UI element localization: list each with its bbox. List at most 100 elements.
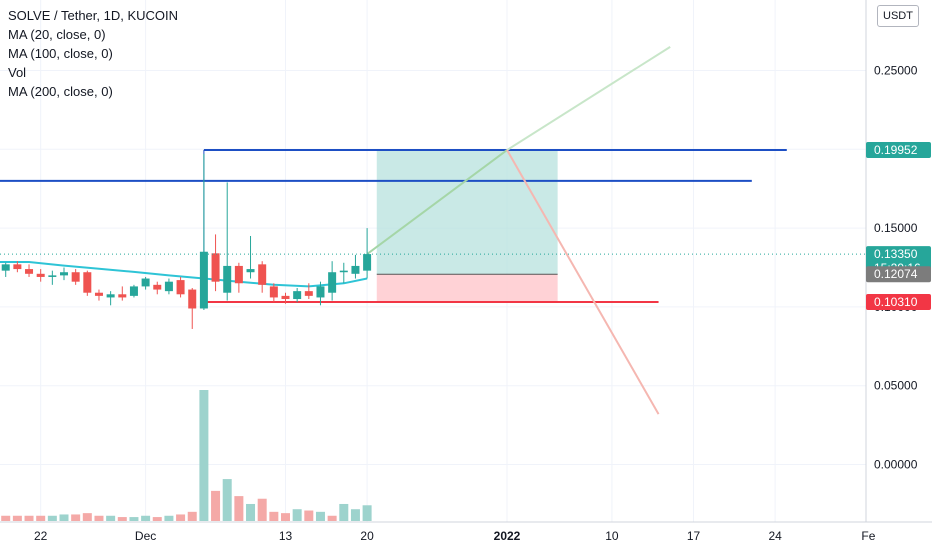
projection-line <box>506 46 671 151</box>
time-tick-label: 17 <box>687 529 701 543</box>
time-axis[interactable]: 22 Dec 13 20 2022 10 17 24 Fe <box>0 521 932 550</box>
volume-bar <box>315 511 325 521</box>
volume-bar <box>211 490 221 521</box>
projection-line <box>506 149 660 415</box>
volume-bar <box>327 515 337 521</box>
volume-bar <box>12 515 22 521</box>
price-label-bg <box>866 142 931 159</box>
candle-body <box>269 286 278 298</box>
volume-bar <box>187 511 197 521</box>
volume-bar <box>82 513 92 521</box>
candle-body <box>246 269 255 273</box>
candle-body <box>293 291 302 300</box>
time-tick-label: Dec <box>135 529 156 543</box>
candle-body <box>199 251 208 309</box>
time-tick-label: 2022 <box>494 529 521 543</box>
candle-body <box>211 253 220 282</box>
legend-vol[interactable]: Vol <box>8 65 27 80</box>
candle-body <box>36 273 45 277</box>
candle-body <box>339 270 348 273</box>
loss-zone <box>376 274 558 303</box>
price-tick-label: 0.00000 <box>874 458 918 472</box>
position-zones <box>376 150 558 303</box>
price-tick-label: 0.15000 <box>874 221 918 235</box>
candle-body <box>129 286 138 296</box>
candle-body <box>118 294 127 298</box>
volume-bar <box>257 498 267 521</box>
volume-bar <box>362 505 372 521</box>
candle-body <box>281 295 290 300</box>
candle-body <box>153 284 162 290</box>
volume-bar <box>304 510 314 521</box>
candle-body <box>48 275 57 277</box>
volume-bar <box>222 479 232 521</box>
legend-ma200[interactable]: MA (200, close, 0) <box>8 84 113 99</box>
candle-body <box>316 286 325 298</box>
volume-bar <box>269 511 279 521</box>
candle-body <box>164 281 173 292</box>
volume-bar <box>47 515 57 521</box>
candle-body <box>234 265 243 284</box>
legend-ma100[interactable]: MA (100, close, 0) <box>8 46 113 61</box>
volume-bar <box>152 517 162 521</box>
candle-body <box>71 272 80 282</box>
currency-button[interactable]: USDT <box>877 5 919 27</box>
price-label-text: 0.10310 <box>874 295 918 309</box>
moving-average <box>0 261 368 288</box>
candle-body <box>304 291 313 296</box>
candle-body <box>25 269 34 274</box>
volume-bar <box>281 513 290 521</box>
volume-bar <box>24 515 34 521</box>
volume-bar <box>164 515 174 521</box>
candles <box>1 154 372 329</box>
time-tick-label: 10 <box>605 529 619 543</box>
chart-legend: SOLVE / Tether, 1D, KUCOIN MA (20, close… <box>8 6 178 101</box>
volume-bar <box>71 514 81 521</box>
volume-bar <box>59 514 69 521</box>
candle-body <box>106 294 115 298</box>
candle-body <box>176 280 185 295</box>
candle-body <box>188 289 197 309</box>
price-tick-label: 0.05000 <box>874 379 918 393</box>
legend-symbol[interactable]: SOLVE / Tether, 1D, KUCOIN <box>8 8 179 23</box>
candle-body <box>363 254 372 271</box>
candle-body <box>351 265 360 274</box>
projection-lines[interactable] <box>366 46 671 415</box>
time-tick-label: 20 <box>360 529 374 543</box>
time-tick-label: 13 <box>279 529 293 543</box>
price-tick-label: 0.25000 <box>874 64 918 78</box>
price-label-text: 0.19952 <box>874 143 918 157</box>
volume-bar <box>106 515 116 521</box>
time-tick-label: Fe <box>861 529 875 543</box>
legend-ma20[interactable]: MA (20, close, 0) <box>8 27 106 42</box>
time-tick-label: 24 <box>768 529 782 543</box>
candle-body <box>141 278 150 287</box>
volume-bar <box>199 390 209 521</box>
candle-body <box>258 264 267 285</box>
time-axis-bg <box>0 522 932 550</box>
candle-body <box>223 265 232 293</box>
time-tick-label: 22 <box>34 529 48 543</box>
volume-bars <box>1 390 372 521</box>
volume-bar <box>176 514 186 521</box>
volume-bar <box>292 509 302 521</box>
volume-bar <box>141 515 151 521</box>
price-label-text: 0.13350 <box>874 247 918 261</box>
candle-body <box>60 272 68 276</box>
volume-bar <box>94 515 104 521</box>
volume-bar <box>246 503 256 521</box>
price-label-text: 0.12074 <box>874 267 918 281</box>
volume-bar <box>234 496 244 521</box>
volume-bar <box>129 517 139 521</box>
volume-bar <box>350 509 360 521</box>
candle-body <box>1 264 10 271</box>
projection-line <box>366 149 508 255</box>
candle-body <box>13 264 22 270</box>
volume-bar <box>117 517 127 521</box>
price-label-bg <box>866 266 931 283</box>
candle-body <box>83 272 92 293</box>
volume-bar <box>1 515 11 521</box>
candle-body <box>328 272 337 293</box>
